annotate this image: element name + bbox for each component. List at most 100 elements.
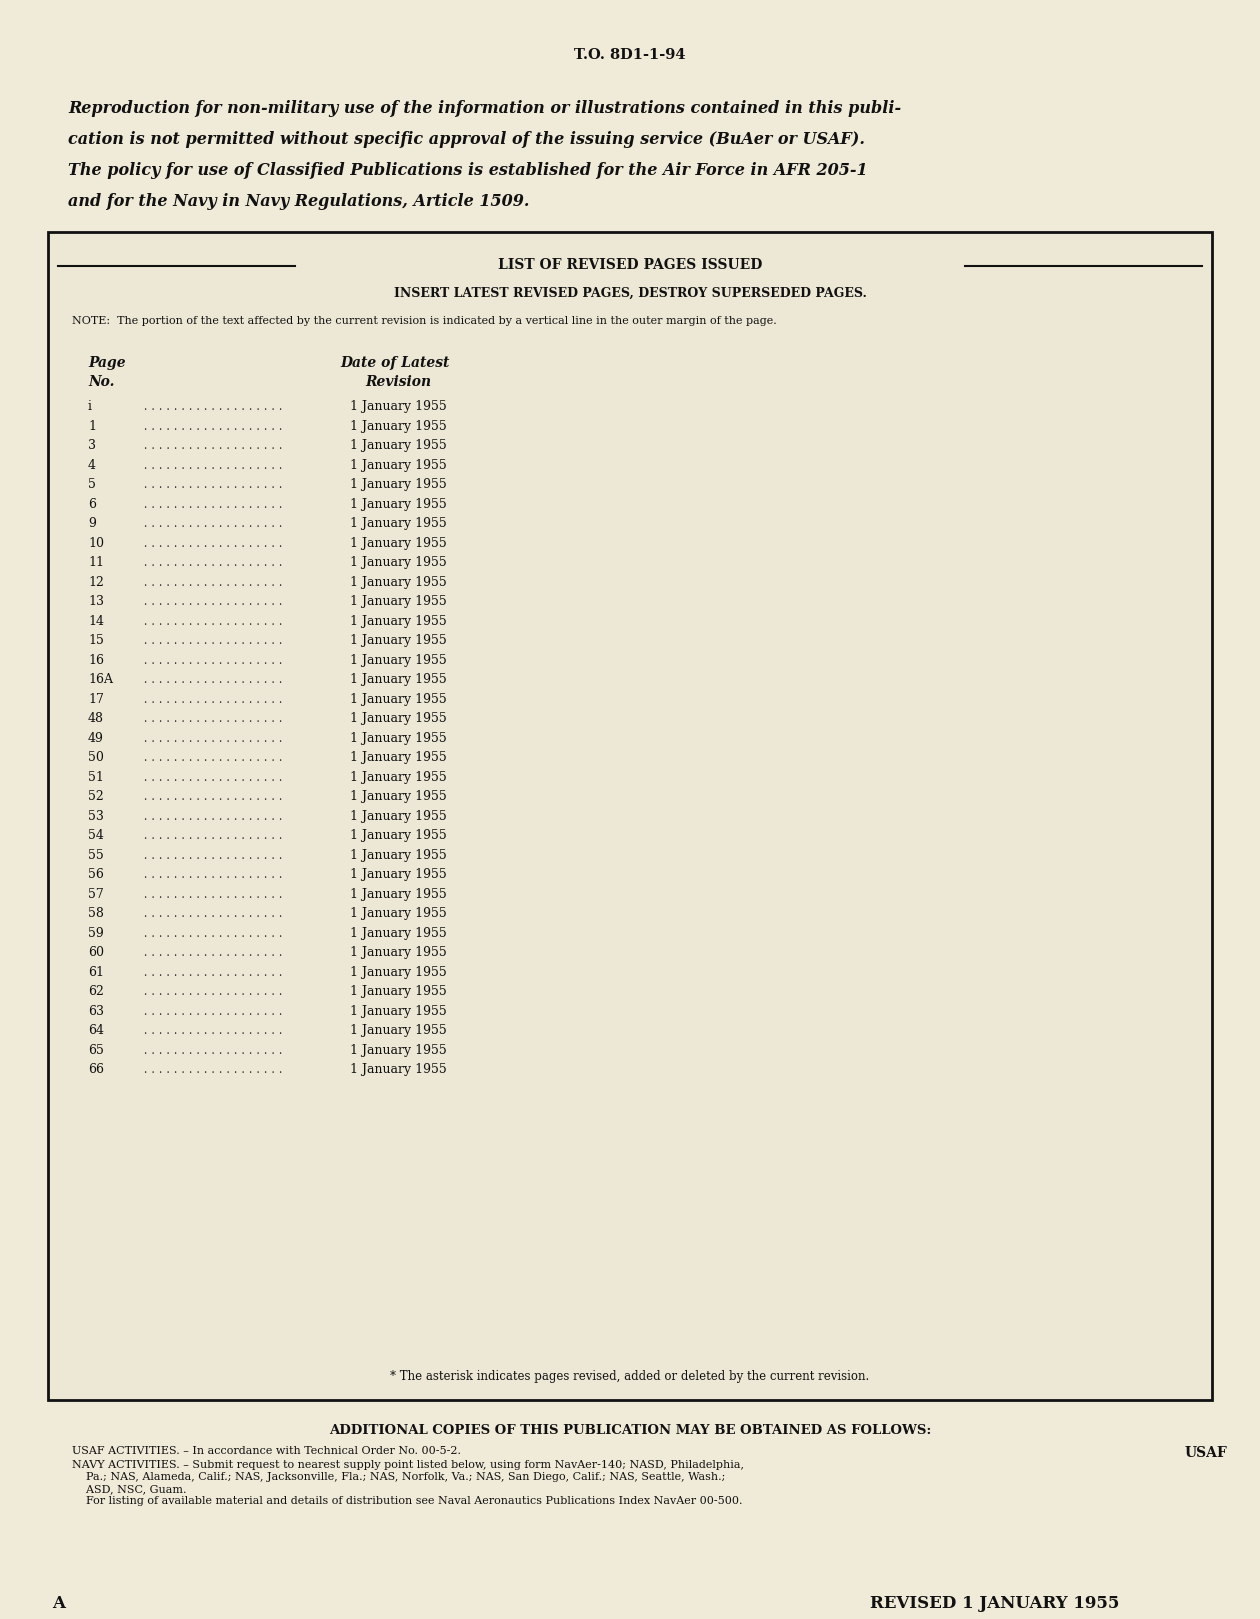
Text: cation is not permitted without specific approval of the issuing service (BuAer : cation is not permitted without specific… [68,131,866,147]
Text: 1 January 1955: 1 January 1955 [350,751,447,764]
Text: 1 January 1955: 1 January 1955 [350,1064,447,1077]
Text: . . . . . . . . . . . . . . . . . . .: . . . . . . . . . . . . . . . . . . . [140,751,286,764]
Text: 1 January 1955: 1 January 1955 [350,887,447,900]
Text: 1 January 1955: 1 January 1955 [350,654,447,667]
Text: No.: No. [88,376,115,389]
Text: T.O. 8D1-1-94: T.O. 8D1-1-94 [575,49,685,62]
Text: 54: 54 [88,829,103,842]
Bar [48,232,1212,1400]
Text: 64: 64 [88,1023,105,1038]
Text: . . . . . . . . . . . . . . . . . . .: . . . . . . . . . . . . . . . . . . . [140,1064,286,1077]
Text: . . . . . . . . . . . . . . . . . . .: . . . . . . . . . . . . . . . . . . . [140,536,286,549]
Text: 50: 50 [88,751,103,764]
Text: . . . . . . . . . . . . . . . . . . .: . . . . . . . . . . . . . . . . . . . [140,516,286,529]
Text: 1 January 1955: 1 January 1955 [350,829,447,842]
Text: . . . . . . . . . . . . . . . . . . .: . . . . . . . . . . . . . . . . . . . [140,868,286,881]
Text: 10: 10 [88,536,105,549]
Text: For listing of available material and details of distribution see Naval Aeronaut: For listing of available material and de… [72,1496,742,1506]
Text: 51: 51 [88,771,103,784]
Text: . . . . . . . . . . . . . . . . . . .: . . . . . . . . . . . . . . . . . . . [140,887,286,900]
Text: . . . . . . . . . . . . . . . . . . .: . . . . . . . . . . . . . . . . . . . [140,497,286,510]
Text: . . . . . . . . . . . . . . . . . . .: . . . . . . . . . . . . . . . . . . . [140,693,286,706]
Text: USAF: USAF [1184,1446,1227,1460]
Text: 17: 17 [88,693,103,706]
Text: . . . . . . . . . . . . . . . . . . .: . . . . . . . . . . . . . . . . . . . [140,712,286,725]
Text: Page: Page [88,356,126,371]
Text: 12: 12 [88,575,103,588]
Text: i: i [88,400,92,413]
Text: 1 January 1955: 1 January 1955 [350,1044,447,1057]
Text: 1 January 1955: 1 January 1955 [350,439,447,452]
Text: NAVY ACTIVITIES. – Submit request to nearest supply point listed below, using fo: NAVY ACTIVITIES. – Submit request to nea… [72,1460,743,1470]
Text: 1 January 1955: 1 January 1955 [350,810,447,822]
Text: USAF ACTIVITIES. – In accordance with Technical Order No. 00-5-2.: USAF ACTIVITIES. – In accordance with Te… [72,1446,461,1455]
Text: 11: 11 [88,555,105,568]
Text: . . . . . . . . . . . . . . . . . . .: . . . . . . . . . . . . . . . . . . . [140,458,286,471]
Text: 1 January 1955: 1 January 1955 [350,926,447,939]
Text: . . . . . . . . . . . . . . . . . . .: . . . . . . . . . . . . . . . . . . . [140,555,286,568]
Text: . . . . . . . . . . . . . . . . . . .: . . . . . . . . . . . . . . . . . . . [140,790,286,803]
Text: 1 January 1955: 1 January 1955 [350,907,447,920]
Text: . . . . . . . . . . . . . . . . . . .: . . . . . . . . . . . . . . . . . . . [140,635,286,648]
Text: Reproduction for non-military use of the information or illustrations contained : Reproduction for non-military use of the… [68,100,901,117]
Text: 1 January 1955: 1 January 1955 [350,868,447,881]
Text: . . . . . . . . . . . . . . . . . . .: . . . . . . . . . . . . . . . . . . . [140,829,286,842]
Text: Pa.; NAS, Alameda, Calif.; NAS, Jacksonville, Fla.; NAS, Norfolk, Va.; NAS, San : Pa.; NAS, Alameda, Calif.; NAS, Jacksonv… [72,1472,726,1481]
Text: 61: 61 [88,965,105,978]
Text: 63: 63 [88,1004,105,1017]
Text: . . . . . . . . . . . . . . . . . . .: . . . . . . . . . . . . . . . . . . . [140,848,286,861]
Text: . . . . . . . . . . . . . . . . . . .: . . . . . . . . . . . . . . . . . . . [140,926,286,939]
Text: 57: 57 [88,887,103,900]
Text: Date of Latest: Date of Latest [340,356,450,371]
Text: . . . . . . . . . . . . . . . . . . .: . . . . . . . . . . . . . . . . . . . [140,907,286,920]
Text: The policy for use of Classified Publications is established for the Air Force i: The policy for use of Classified Publica… [68,162,868,180]
Text: . . . . . . . . . . . . . . . . . . .: . . . . . . . . . . . . . . . . . . . [140,615,286,628]
Text: 1 January 1955: 1 January 1955 [350,575,447,588]
Text: 1 January 1955: 1 January 1955 [350,674,447,686]
Text: and for the Navy in Navy Regulations, Article 1509.: and for the Navy in Navy Regulations, Ar… [68,193,529,210]
Text: 1 January 1955: 1 January 1955 [350,693,447,706]
Text: . . . . . . . . . . . . . . . . . . .: . . . . . . . . . . . . . . . . . . . [140,965,286,978]
Text: INSERT LATEST REVISED PAGES, DESTROY SUPERSEDED PAGES.: INSERT LATEST REVISED PAGES, DESTROY SUP… [393,287,867,300]
Text: ADDITIONAL COPIES OF THIS PUBLICATION MAY BE OBTAINED AS FOLLOWS:: ADDITIONAL COPIES OF THIS PUBLICATION MA… [329,1425,931,1438]
Text: 62: 62 [88,984,103,997]
Text: 13: 13 [88,596,105,609]
Text: . . . . . . . . . . . . . . . . . . .: . . . . . . . . . . . . . . . . . . . [140,732,286,745]
Text: 59: 59 [88,926,103,939]
Text: 15: 15 [88,635,103,648]
Text: 1 January 1955: 1 January 1955 [350,478,447,491]
Text: 16A: 16A [88,674,113,686]
Text: 1 January 1955: 1 January 1955 [350,635,447,648]
Text: . . . . . . . . . . . . . . . . . . .: . . . . . . . . . . . . . . . . . . . [140,945,286,958]
Text: . . . . . . . . . . . . . . . . . . .: . . . . . . . . . . . . . . . . . . . [140,478,286,491]
Text: 52: 52 [88,790,103,803]
Text: LIST OF REVISED PAGES ISSUED: LIST OF REVISED PAGES ISSUED [498,257,762,272]
Text: 1 January 1955: 1 January 1955 [350,771,447,784]
Text: . . . . . . . . . . . . . . . . . . .: . . . . . . . . . . . . . . . . . . . [140,654,286,667]
Text: 1 January 1955: 1 January 1955 [350,555,447,568]
Text: 1 January 1955: 1 January 1955 [350,848,447,861]
Text: 5: 5 [88,478,96,491]
Text: 1 January 1955: 1 January 1955 [350,419,447,432]
Text: 1 January 1955: 1 January 1955 [350,596,447,609]
Text: 1 January 1955: 1 January 1955 [350,965,447,978]
Text: 58: 58 [88,907,103,920]
Text: 1 January 1955: 1 January 1955 [350,458,447,471]
Text: 4: 4 [88,458,96,471]
Text: 1: 1 [88,419,96,432]
Text: 6: 6 [88,497,96,510]
Text: NOTE:  The portion of the text affected by the current revision is indicated by : NOTE: The portion of the text affected b… [72,316,776,325]
Text: 3: 3 [88,439,96,452]
Text: . . . . . . . . . . . . . . . . . . .: . . . . . . . . . . . . . . . . . . . [140,439,286,452]
Text: A: A [52,1595,66,1613]
Text: 56: 56 [88,868,103,881]
Text: 60: 60 [88,945,105,958]
Text: 1 January 1955: 1 January 1955 [350,1023,447,1038]
Text: * The asterisk indicates pages revised, added or deleted by the current revision: * The asterisk indicates pages revised, … [391,1370,869,1383]
Text: 1 January 1955: 1 January 1955 [350,615,447,628]
Text: . . . . . . . . . . . . . . . . . . .: . . . . . . . . . . . . . . . . . . . [140,984,286,997]
Text: 1 January 1955: 1 January 1955 [350,400,447,413]
Text: 53: 53 [88,810,103,822]
Text: 48: 48 [88,712,105,725]
Text: . . . . . . . . . . . . . . . . . . .: . . . . . . . . . . . . . . . . . . . [140,596,286,609]
